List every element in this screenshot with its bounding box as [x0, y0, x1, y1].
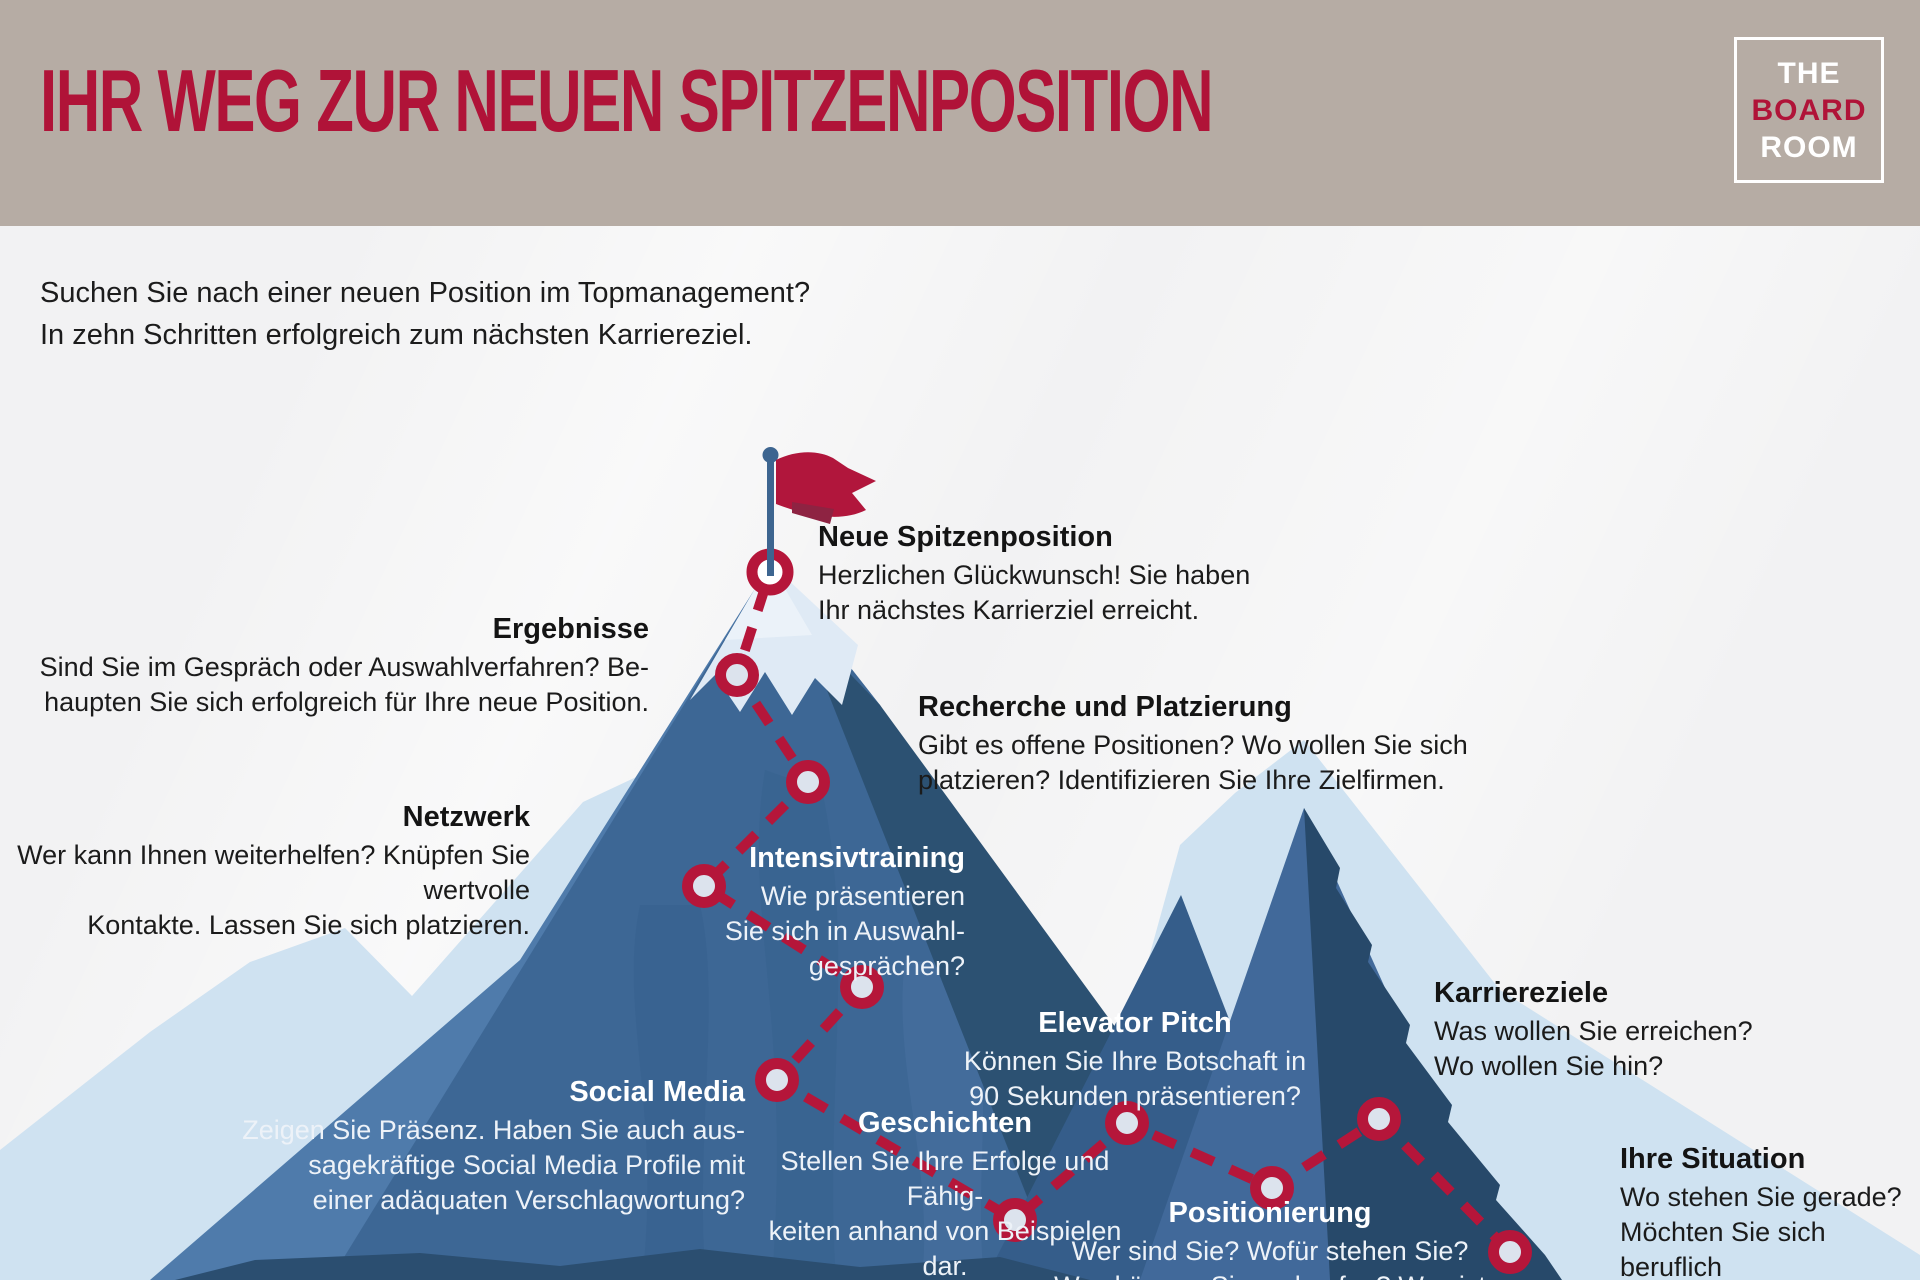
step-line: platzieren? Identifizieren Sie Ihre Ziel… [918, 765, 1445, 795]
step-line: Ihr nächstes Karrierziel erreicht. [818, 595, 1200, 625]
step-title: Geschichten [857, 1107, 1033, 1139]
step-karriereziele: Karriereziele Was wollen Sie erreichen? … [1434, 976, 1753, 1084]
step-title: Social Media [569, 1076, 745, 1108]
step-title: Ihre Situation [1620, 1143, 1806, 1175]
step-line: Wie präsentieren [760, 881, 965, 911]
step-title: Karriereziele [1434, 977, 1609, 1009]
step-intensivtraining: Intensivtraining Wie präsentieren Sie si… [725, 841, 965, 984]
step-title: Intensivtraining [749, 842, 965, 874]
step-line: Wer sind Sie? Wofür stehen Sie? [1071, 1236, 1469, 1266]
step-line: Können Sie Ihre Botschaft in [963, 1046, 1307, 1076]
intro-line-2: In zehn Schritten erfolgreich zum nächst… [40, 319, 753, 351]
step-ergebnisse: Ergebnisse Sind Sie im Gespräch oder Aus… [40, 612, 649, 720]
page-title: IHR WEG ZUR NEUEN SPITZENPOSITION [40, 51, 1214, 150]
path-step-marker [993, 1198, 1037, 1242]
path-step-marker [755, 1058, 799, 1102]
logo-line-the: THE [1777, 56, 1841, 90]
step-elevator-pitch: Elevator Pitch Können Sie Ihre Botschaft… [935, 1006, 1335, 1114]
intro-line-1: Suchen Sie nach einer neuen Position im … [40, 277, 811, 309]
step-line: keiten anhand von Beispielen dar. [768, 1216, 1122, 1280]
logo-line-room: ROOM [1760, 130, 1858, 164]
step-line: Möchten Sie sich beruflich [1620, 1217, 1826, 1280]
step-line: Wer kann Ihnen weiterhelfen? Knüpfen Sie… [17, 840, 530, 905]
logo-line-board: BOARD [1751, 93, 1867, 127]
step-line: Stellen Sie Ihre Erfolge und Fähig- [780, 1146, 1110, 1211]
step-line: haupten Sie sich erfolgreich für Ihre ne… [44, 687, 649, 717]
step-line: 90 Sekunden präsentieren? [969, 1081, 1301, 1111]
step-line: Sind Sie im Gespräch oder Auswahlverfahr… [39, 652, 649, 682]
step-line: sagekräftige Social Media Profile mit [308, 1150, 745, 1180]
path-step-marker [786, 760, 830, 804]
step-title: Neue Spitzenposition [818, 521, 1113, 553]
step-line: gesprächen? [808, 951, 965, 981]
foreground-ridge [175, 1249, 1090, 1280]
mountain-texture [633, 905, 709, 1280]
step-title: Ergebnisse [492, 613, 649, 645]
path-step-marker [715, 653, 759, 697]
path-step-marker [1250, 1166, 1294, 1210]
step-line: Zeigen Sie Präsenz. Haben Sie auch aus- [242, 1115, 745, 1145]
step-line: Was können Sie verkaufen? Was ist Ihr US… [1040, 1269, 1500, 1280]
step-neue-spitzenposition: Neue Spitzenposition Herzlichen Glückwun… [818, 520, 1250, 628]
step-social-media: Social Media Zeigen Sie Präsenz. Haben S… [242, 1075, 745, 1218]
path-step-marker [1357, 1097, 1401, 1141]
step-title: Elevator Pitch [1038, 1007, 1232, 1039]
path-step-marker [682, 864, 726, 908]
path-step-marker [1105, 1101, 1149, 1145]
right-peak-dark-face [1304, 808, 1562, 1280]
step-recherche-und-platzierung: Recherche und Platzierung Gibt es offene… [918, 690, 1468, 798]
path-step-marker [1488, 1230, 1532, 1274]
step-title: Netzwerk [402, 801, 530, 833]
step-line: Kontakte. Lassen Sie sich platzieren. [87, 910, 530, 940]
boardroom-logo: THE BOARD ROOM [1734, 37, 1884, 183]
step-ihre-situation: Ihre Situation Wo stehen Sie gerade? Möc… [1620, 1142, 1920, 1280]
summit-flag-icon [762, 447, 876, 576]
path-step-marker [840, 965, 884, 1009]
mountain-texture [902, 960, 984, 1280]
step-netzwerk: Netzwerk Wer kann Ihnen weiterhelfen? Kn… [0, 800, 530, 943]
intro-text: Suchen Sie nach einer neuen Position im … [40, 272, 810, 356]
step-line: Wo stehen Sie gerade? [1620, 1182, 1902, 1212]
step-line: Sie sich in Auswahl- [724, 916, 965, 946]
path-step-markers [682, 548, 1532, 1274]
step-line: Gibt es offene Positionen? Wo wollen Sie… [918, 730, 1468, 760]
step-line: Was wollen Sie erreichen? [1434, 1016, 1753, 1046]
step-line: einer adäquaten Verschlagwortung? [312, 1185, 745, 1215]
step-line: Herzlichen Glückwunsch! Sie haben [818, 560, 1251, 590]
step-geschichten: Geschichten Stellen Sie Ihre Erfolge und… [745, 1106, 1145, 1280]
summit-snow-highlight [725, 563, 812, 640]
mountain-texture [758, 770, 839, 1280]
step-line: Wo wollen Sie hin? [1434, 1051, 1664, 1081]
step-title: Recherche und Platzierung [918, 691, 1292, 723]
step-title: Positionierung [1168, 1197, 1372, 1229]
step-positionierung: Positionierung Wer sind Sie? Wofür stehe… [1040, 1196, 1500, 1280]
header-band: IHR WEG ZUR NEUEN SPITZENPOSITION THE BO… [0, 0, 1920, 226]
